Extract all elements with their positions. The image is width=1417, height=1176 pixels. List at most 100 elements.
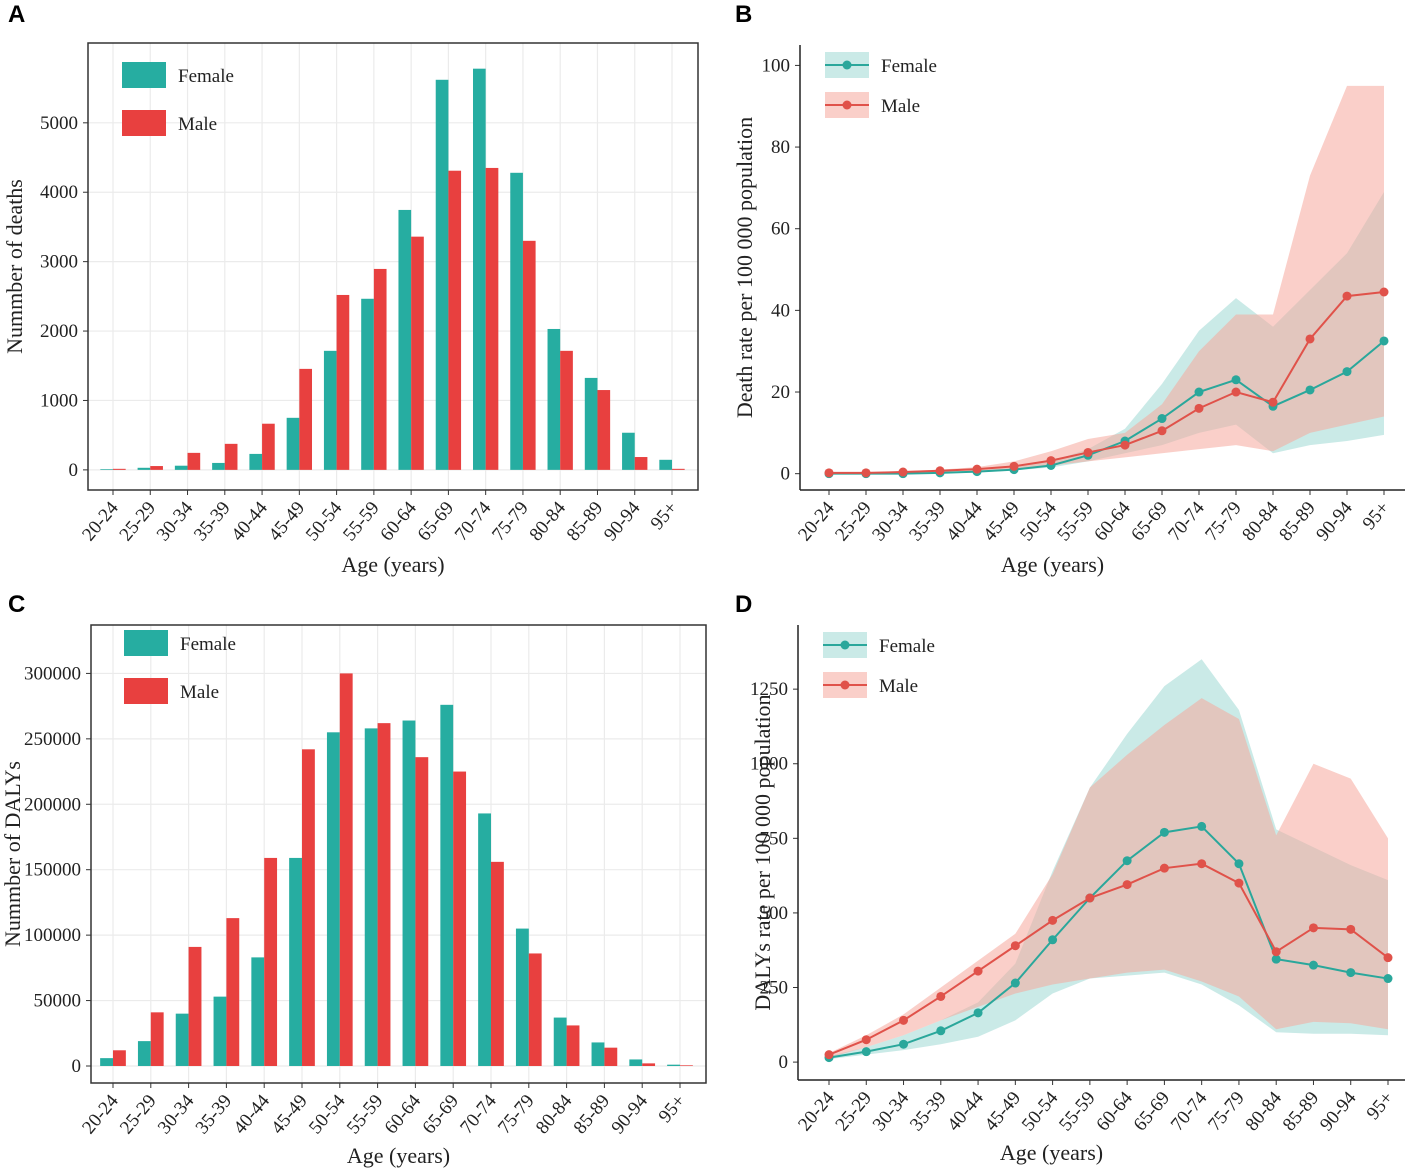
y-tick-label: 200000 [24, 794, 81, 815]
point [1379, 336, 1389, 346]
bar [373, 268, 387, 470]
point [1379, 287, 1389, 297]
y-tick-label: 40 [771, 300, 790, 321]
point [973, 966, 983, 976]
point [1010, 941, 1020, 951]
bar [402, 720, 416, 1066]
x-tick-label: 50-54 [302, 497, 347, 545]
line [828, 862, 1389, 1056]
point [1120, 440, 1130, 450]
point [824, 1050, 834, 1060]
legend-label: Female [178, 66, 234, 87]
bar [302, 749, 315, 1066]
point [1231, 387, 1241, 397]
bar [175, 1013, 189, 1066]
y-tick-label: 0 [779, 1052, 789, 1073]
y-tick-label: 250 [760, 978, 789, 999]
point [972, 464, 982, 474]
x-tick-label: 40-44 [943, 1087, 988, 1135]
legend-label: Female [881, 56, 937, 77]
y-tick-label: 4000 [40, 182, 78, 203]
y-tick-label: 100 [762, 55, 791, 76]
x-tick-label: 45-49 [981, 1088, 1026, 1135]
bar [472, 68, 486, 470]
x-tick-label: 65-69 [414, 498, 459, 545]
y-tick-label: 150000 [24, 860, 81, 881]
legend-label: Male [178, 114, 217, 135]
line [829, 291, 1385, 474]
x-tick-label: 60-64 [376, 497, 421, 545]
bar [522, 240, 536, 470]
y-tick-label: 0 [69, 460, 79, 481]
bar [485, 167, 499, 470]
legend-label: Female [180, 634, 236, 655]
y-tick-label: 5000 [40, 113, 78, 134]
point [973, 1008, 983, 1018]
x-axis-title: Age (years) [341, 552, 444, 577]
bar [226, 918, 240, 1066]
bar [113, 1050, 126, 1066]
bar [188, 946, 202, 1066]
point [1122, 856, 1132, 866]
bar [251, 957, 265, 1066]
point [1085, 893, 1095, 903]
x-tick-label: 75-79 [488, 498, 533, 545]
x-tick-label: 50-54 [305, 1090, 350, 1138]
panel-letter: A [8, 1, 25, 28]
y-tick-label: 2000 [40, 321, 78, 342]
x-tick-label: 20-24 [78, 1090, 123, 1138]
x-tick-label: 30-34 [154, 1090, 199, 1138]
x-tick-label: 20-24 [794, 497, 839, 545]
y-tick-label: 300000 [24, 663, 81, 684]
bar [286, 417, 300, 470]
bar [113, 468, 126, 470]
point [1048, 915, 1058, 925]
x-tick-label: 95+ [655, 1091, 690, 1127]
bar [659, 459, 672, 470]
x-tick-label: 65-69 [1127, 498, 1172, 545]
x-tick-label: 70-74 [1167, 1087, 1212, 1135]
x-tick-label: 85-89 [1275, 498, 1320, 545]
x-tick-label: 40-44 [229, 1090, 274, 1138]
point [898, 467, 908, 477]
bar [377, 723, 391, 1066]
legend-label: Male [180, 682, 219, 703]
panel-letter: B [735, 1, 752, 28]
point [1305, 385, 1315, 395]
x-tick-label: 70-74 [1164, 497, 1209, 545]
legend-swatch [124, 678, 168, 704]
point [1342, 291, 1352, 301]
bar [553, 1017, 567, 1066]
bar [249, 453, 263, 470]
bar [604, 1047, 618, 1066]
bar [224, 443, 238, 470]
y-tick-label: 750 [760, 828, 789, 849]
bar [634, 457, 648, 470]
point [1383, 974, 1393, 984]
point [1268, 397, 1278, 407]
legend-label: Female [879, 636, 935, 657]
y-tick-label: 1000 [750, 754, 788, 775]
y-tick-label: 0 [72, 1056, 82, 1077]
y-tick-label: 1250 [750, 679, 788, 700]
point [1308, 923, 1318, 933]
y-tick-label: 60 [771, 219, 790, 240]
y-axis-title: Nummber of deaths [2, 179, 27, 354]
legend-swatch [122, 110, 166, 136]
bar [213, 996, 227, 1066]
point [861, 1047, 871, 1057]
bar [100, 1058, 113, 1066]
x-tick-label: 90-94 [1312, 497, 1357, 545]
point [1271, 954, 1281, 964]
point [1157, 414, 1167, 424]
legend-point [840, 680, 850, 690]
plot-frame [87, 42, 699, 491]
x-tick-label: 95+ [647, 498, 682, 534]
point [1159, 827, 1169, 837]
x-tick-label: 45-49 [979, 498, 1024, 545]
x-tick-label: 70-74 [456, 1090, 501, 1138]
bar [478, 813, 491, 1066]
x-tick-label: 70-74 [451, 497, 496, 545]
x-tick-label: 95+ [1363, 1088, 1398, 1124]
x-tick-label: 90-94 [1316, 1087, 1361, 1135]
